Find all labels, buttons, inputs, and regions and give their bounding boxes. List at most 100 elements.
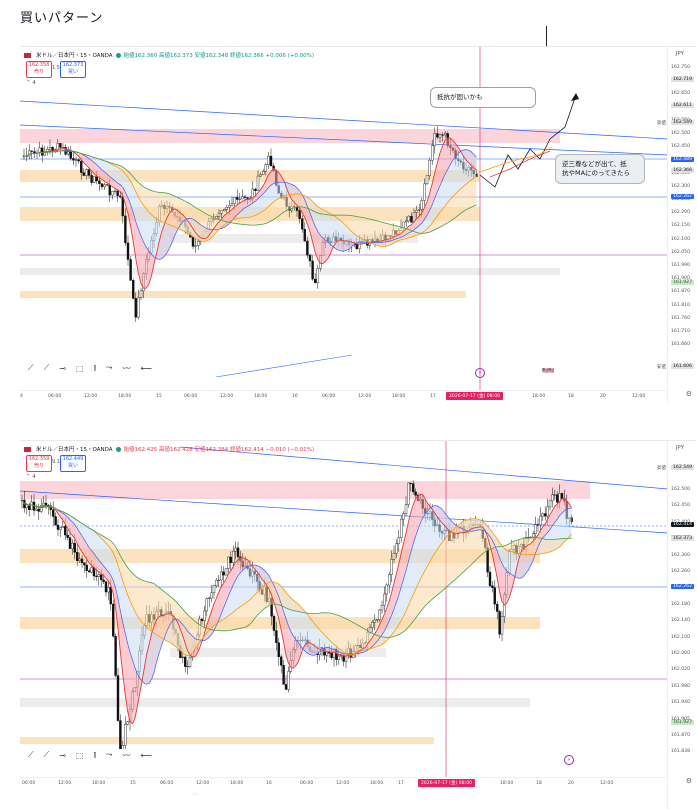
arrow-icon[interactable]: ⟵: [140, 363, 152, 373]
candle-down: [56, 524, 60, 530]
candle-up: [404, 504, 408, 515]
price-tick-label: 161.810: [671, 302, 690, 308]
candle-down: [303, 229, 306, 242]
candle-down: [536, 524, 540, 526]
candle-up: [231, 550, 235, 563]
sell-button[interactable]: 162.358 売り: [26, 61, 52, 78]
projection-icon[interactable]: ⤳: [106, 750, 113, 759]
price-axis[interactable]: 162.750162.700162.650162.600162.550162.5…: [667, 47, 696, 403]
horizontal-ray-icon[interactable]: ⊸: [59, 363, 66, 373]
arrow-icon[interactable]: ⟵: [140, 750, 152, 760]
projected-ma-line: [479, 146, 553, 173]
moving-average-fast: [24, 137, 477, 289]
time-tick-label: 06:00: [160, 781, 174, 786]
callout-reverse-hs[interactable]: 逆三尊などが出て、抵 抗やMAにのってきたら: [555, 154, 645, 184]
candle-down: [27, 504, 31, 510]
candle-up: [217, 579, 221, 581]
ohlc-readout: 始値162.425 高値162.428 安値162.384 終値162.414 …: [123, 447, 314, 453]
time-tick-label: 12:00: [220, 394, 234, 399]
projection-icon[interactable]: ⤳: [106, 363, 113, 372]
candle-down: [496, 603, 499, 612]
candle-down: [37, 508, 40, 512]
candle-down: [183, 656, 187, 667]
time-axis[interactable]: 4 06:00 12:00 18:00 15 06:00 12:00 18:00 16 06:00…: [20, 390, 668, 403]
trend-line-icon[interactable]: ⟋: [28, 363, 34, 372]
candle-up: [85, 169, 88, 176]
collapse-indicators-button[interactable]: ⌃ 4: [26, 80, 36, 86]
candle-down: [85, 564, 89, 571]
chart-panel-bottom[interactable]: 米ドル／日本円・15・OANDA 始値162.425 高値162.428 安値1…: [20, 440, 696, 809]
time-tick-label: 15: [130, 781, 136, 786]
horizontal-ray-icon[interactable]: ⊸: [59, 750, 66, 760]
candle-down: [54, 516, 57, 526]
rectangle-icon[interactable]: ⬚: [75, 750, 84, 760]
candle-down: [355, 244, 358, 249]
candle-down: [99, 574, 103, 581]
high-price-tag: 162.549: [671, 465, 694, 470]
rectangle-icon[interactable]: ⬚: [75, 363, 84, 373]
price-plot-top[interactable]: [20, 47, 668, 391]
event-marker-icon[interactable]: ⚡: [475, 368, 485, 378]
candle-up: [30, 501, 33, 510]
vertical-line-icon[interactable]: ⫾: [93, 363, 97, 372]
candle-up: [111, 191, 114, 196]
time-tick-label: 12:00: [58, 781, 72, 786]
pane-resize-handle[interactable]: ⋯: [192, 791, 198, 798]
candle-up: [405, 220, 408, 223]
time-tick-label: 12:00: [600, 781, 614, 786]
sell-price: 162.358: [28, 62, 50, 68]
price-tick-label: 162.100: [671, 236, 690, 242]
price-tick-label: 161.870: [671, 733, 690, 738]
event-marker-icon[interactable]: ⚡: [564, 755, 574, 765]
candle-down: [308, 255, 312, 262]
gray-zone-2: [20, 268, 560, 275]
low-label: 安値: [656, 365, 666, 370]
candle-up: [230, 203, 234, 206]
path-icon[interactable]: 〰: [122, 750, 131, 760]
candle-down: [436, 133, 439, 138]
collapse-indicators-button[interactable]: ⌃ 4: [26, 474, 36, 480]
callout-resistance[interactable]: 抵抗が固いかも: [430, 87, 536, 108]
price-tick-label: 161.990: [671, 263, 690, 268]
time-tick-label: 12:00: [358, 394, 372, 399]
buy-button[interactable]: 162.373 買い: [60, 61, 86, 78]
trend-line-icon[interactable]: ⟋: [28, 750, 34, 759]
time-tick-label: 15: [156, 394, 162, 399]
chart-panel-top[interactable]: 米ドル／日本円・15・OANDA 始値162.360 高値162.373 安値1…: [20, 46, 696, 403]
settings-icon[interactable]: ⚙: [685, 390, 692, 398]
usd-flag-icon: [24, 446, 31, 452]
time-tick-label: 06:00: [184, 394, 198, 399]
settings-icon[interactable]: ⚙: [685, 777, 692, 785]
price-tag-161927: 161.927: [671, 280, 694, 285]
symbol-label[interactable]: 米ドル／日本円・15・OANDA: [36, 53, 113, 59]
ray-icon[interactable]: ⟋: [43, 363, 50, 372]
candle-up: [402, 221, 405, 228]
price-tick-label: 162.750: [671, 65, 690, 70]
candle-up: [188, 657, 192, 667]
path-icon[interactable]: 〰: [122, 363, 131, 373]
price-axis[interactable]: 162.500162.450162.400162.350162.300162.2…: [667, 441, 696, 809]
candle-down: [191, 236, 195, 247]
symbol-header: 米ドル／日本円・15・OANDA 始値162.360 高値162.373 安値1…: [24, 51, 314, 59]
candle-down: [124, 215, 127, 244]
candle-up: [287, 671, 290, 690]
trendline-lower: [20, 124, 668, 156]
symbol-label[interactable]: 米ドル／日本円・15・OANDA: [36, 447, 113, 453]
candle-down: [243, 196, 247, 198]
buy-button[interactable]: 162.449 買い: [60, 455, 86, 472]
price-plot-bottom[interactable]: [20, 441, 668, 777]
price-tick-label: 162.300: [671, 552, 690, 558]
candle-up: [90, 567, 93, 573]
sell-button[interactable]: 162.359 売り: [26, 455, 52, 472]
candle-up: [27, 150, 31, 157]
economic-event-flags[interactable]: 🇺🇸🇺🇸: [542, 368, 555, 374]
candle-up: [415, 210, 418, 213]
candle-up: [418, 209, 421, 211]
ray-icon[interactable]: ⟋: [43, 750, 50, 759]
candle-up: [228, 205, 231, 208]
time-axis[interactable]: 06:00 12:00 18:00 15 06:00 12:00 18:00 16 06:00 1…: [20, 777, 668, 790]
trendline-upper: [20, 100, 668, 140]
ma-ribbon-orange: [24, 150, 477, 247]
candle-down: [82, 172, 85, 176]
vertical-line-icon[interactable]: ⫾: [93, 750, 97, 759]
